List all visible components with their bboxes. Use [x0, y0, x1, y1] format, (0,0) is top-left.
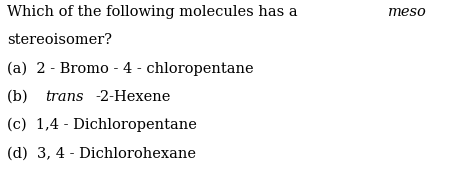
- Text: stereoisomer?: stereoisomer?: [7, 33, 112, 47]
- Text: (b): (b): [7, 90, 37, 104]
- Text: trans: trans: [45, 90, 84, 104]
- Text: -2-Hexene: -2-Hexene: [95, 90, 170, 104]
- Text: (a)  2 - Bromo - 4 - chloropentane: (a) 2 - Bromo - 4 - chloropentane: [7, 62, 253, 76]
- Text: meso: meso: [388, 5, 427, 19]
- Text: Which of the following molecules has a: Which of the following molecules has a: [7, 5, 302, 19]
- Text: (c)  1,4 - Dichloropentane: (c) 1,4 - Dichloropentane: [7, 118, 197, 132]
- Text: (d)  3, 4 - Dichlorohexane: (d) 3, 4 - Dichlorohexane: [7, 146, 196, 160]
